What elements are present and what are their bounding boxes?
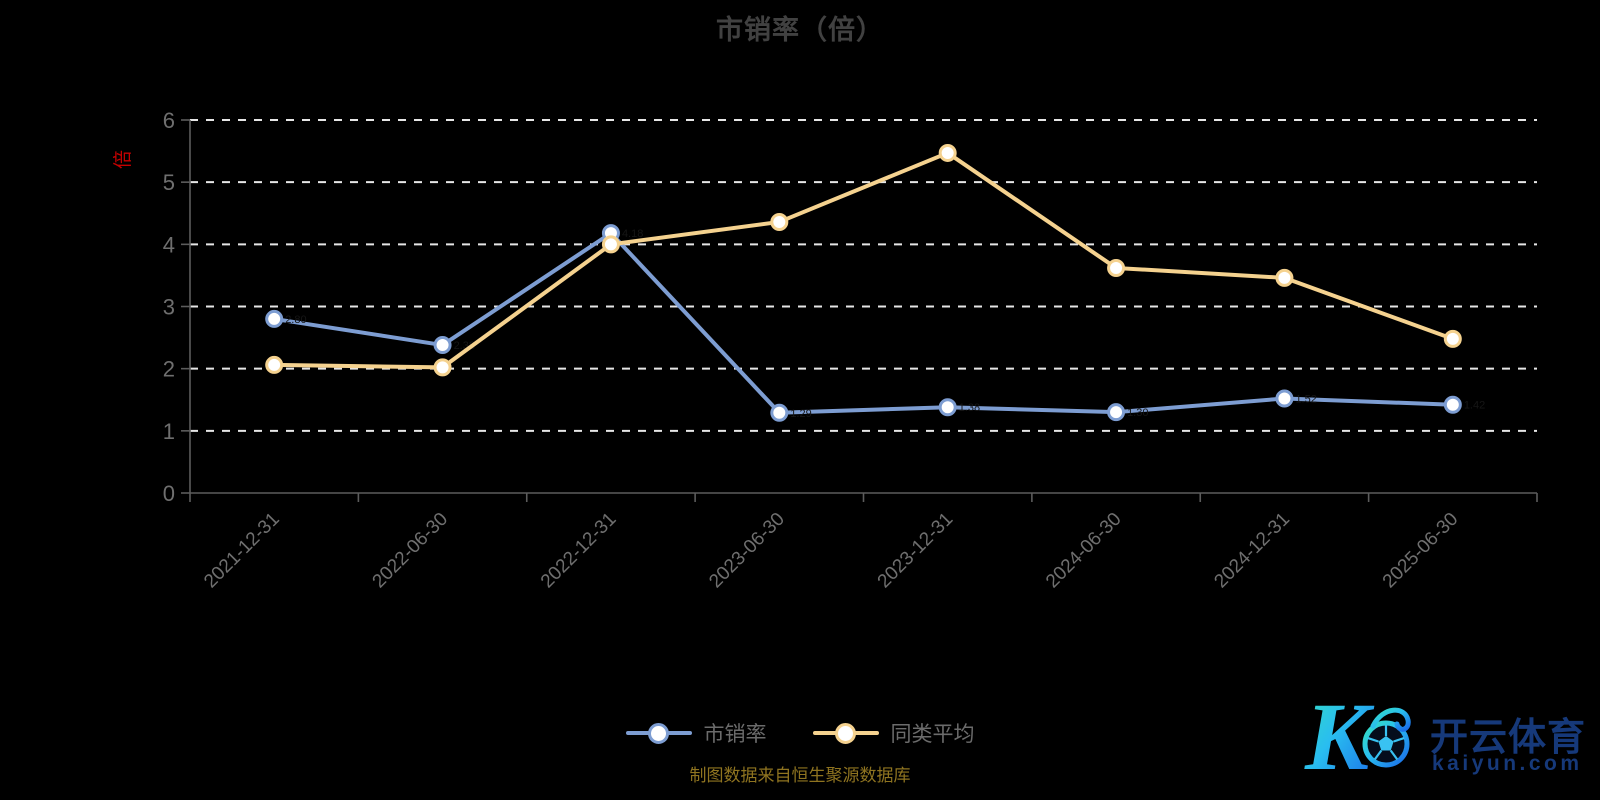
data-point-label: 1.30 (1127, 407, 1148, 419)
y-tick-label: 0 (163, 481, 175, 506)
kaiyun-watermark[interactable]: K 开云体育 kaiyun.com (1295, 666, 1595, 798)
legend-marker-icon (812, 722, 879, 744)
legend-marker-icon (625, 722, 692, 744)
data-point-label: 1.38 (959, 402, 980, 414)
legend-item-series-0[interactable]: 市销率 (625, 718, 767, 748)
legend-item-series-1[interactable]: 同类平均 (812, 718, 975, 748)
data-point (1107, 258, 1126, 277)
legend: 市销率 同类平均 (0, 718, 1600, 748)
chart-title: 市销率（倍） (716, 15, 884, 45)
x-tick-label: 2024-12-31 (1210, 509, 1294, 593)
data-point (433, 336, 452, 355)
data-point (938, 398, 957, 417)
y-tick-label: 2 (163, 357, 175, 382)
data-point (265, 309, 284, 328)
chart-caption: 制图数据来自恒生聚源数据库 (689, 766, 911, 785)
legend-label: 市销率 (703, 723, 767, 746)
kaiyun-brand-text: 开云体育 (1430, 717, 1587, 759)
x-tick-label: 2022-06-30 (369, 509, 453, 593)
legend-label: 同类平均 (890, 723, 975, 746)
data-point (1443, 329, 1462, 348)
data-point (265, 355, 284, 374)
x-tick-label: 2022-12-31 (537, 509, 621, 593)
data-point (601, 235, 620, 254)
y-tick-label: 1 (163, 419, 175, 444)
series-line (272, 150, 1455, 370)
data-point (1107, 403, 1126, 422)
series-line (272, 231, 1455, 415)
data-point-label: 1.52 (1295, 394, 1316, 406)
data-point-label: 2.80 (285, 314, 306, 326)
y-tick-label: 3 (163, 295, 175, 320)
data-point (770, 403, 789, 422)
y-tick-label: 5 (163, 170, 175, 195)
kaiyun-domain-text: kaiyun.com (1432, 752, 1583, 775)
data-point-label: 4.18 (622, 228, 643, 240)
data-point-label: 1.29 (790, 408, 811, 420)
data-point-label: 1.42 (1464, 400, 1485, 412)
y-tick-label: 4 (163, 232, 175, 257)
data-point (770, 212, 789, 231)
data-point (1443, 395, 1462, 414)
x-tick-label: 2025-06-30 (1379, 509, 1463, 593)
data-point (433, 358, 452, 377)
y-tick-label: 6 (163, 108, 175, 133)
x-tick-label: 2023-06-30 (705, 509, 789, 593)
data-point (1275, 389, 1294, 408)
x-tick-label: 2024-06-30 (1042, 509, 1126, 593)
data-point (1275, 268, 1294, 287)
data-point (938, 143, 957, 162)
x-tick-label: 2023-12-31 (874, 509, 958, 593)
svg-text:K: K (1304, 683, 1375, 790)
kaiyun-logo-icon: K (1304, 683, 1411, 790)
x-tick-label: 2021-12-31 (200, 509, 284, 593)
